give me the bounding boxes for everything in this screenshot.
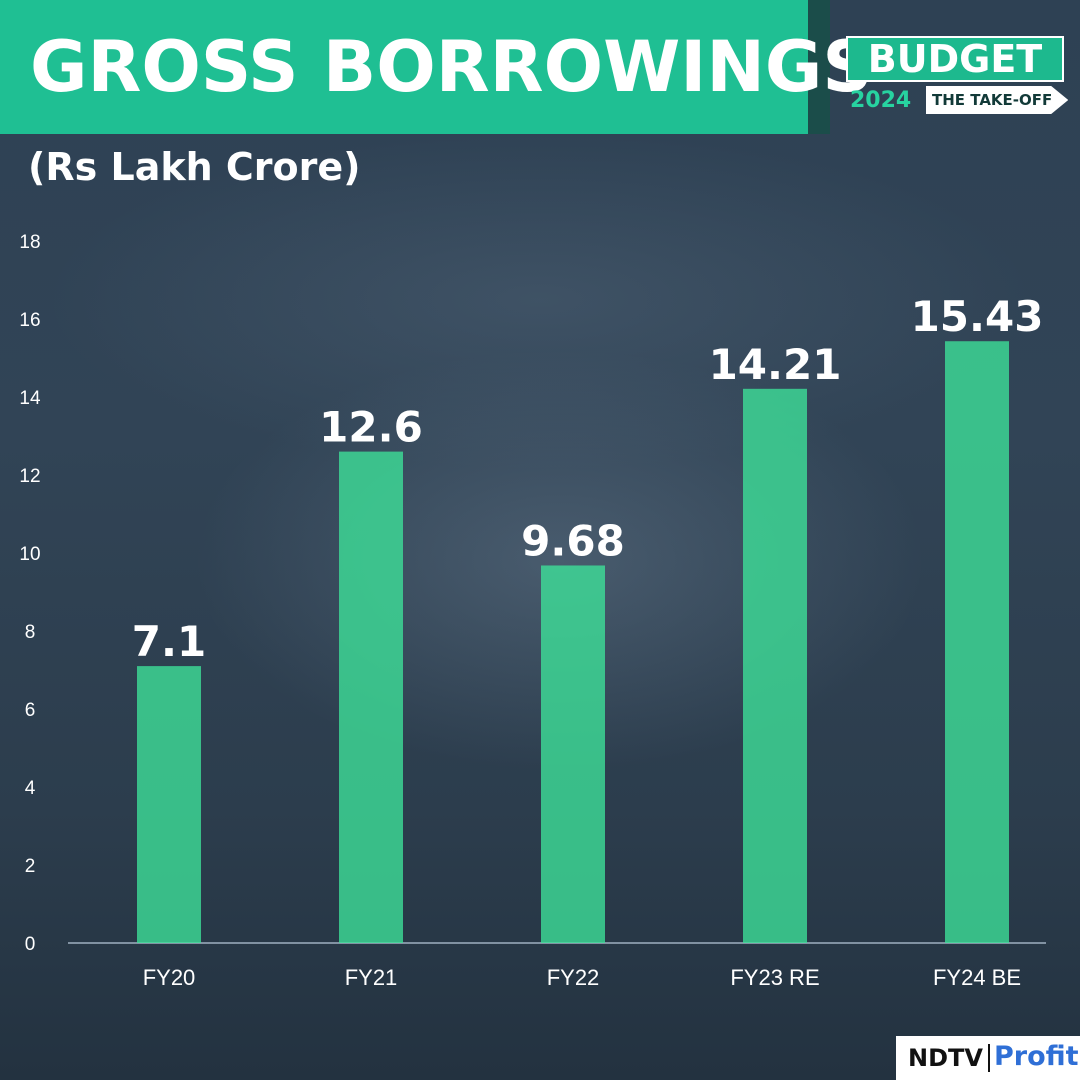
y-tick-label: 14 [19,388,41,409]
x-axis-tick-labels: FY20 FY21 FY22 FY23 RE FY24 BE [143,965,1021,990]
x-tick-label: FY20 [143,965,196,990]
data-label: 9.68 [521,516,625,565]
logo-divider [988,1044,990,1072]
badge-tagline: THE TAKE-OFF [926,86,1069,114]
badge-year: 2024 [850,88,912,113]
chart-title: GROSS BORROWINGS [30,26,873,108]
logo-profit-text: Profit [994,1041,1079,1072]
data-label: 14.21 [709,340,842,389]
y-tick-label: 0 [25,934,36,955]
title-banner [0,0,808,134]
x-tick-label: FY22 [547,965,600,990]
y-tick-label: 2 [25,856,36,877]
y-tick-label: 8 [25,622,36,643]
bar-fy22 [541,565,605,943]
y-tick-label: 12 [19,466,40,487]
bar-fy21 [339,451,403,943]
x-tick-label: FY21 [345,965,398,990]
bar-fy20 [137,666,201,943]
data-labels: 7.1 12.6 9.68 14.21 15.43 [132,292,1044,666]
data-label: 12.6 [319,403,423,452]
badge-label: BUDGET [846,36,1064,82]
y-axis-ticks: 0 2 4 6 8 10 12 14 16 18 [19,232,41,955]
data-label: 7.1 [132,617,206,666]
budget-badge: BUDGET 2024 THE TAKE-OFF [846,36,1069,118]
y-tick-label: 16 [19,310,40,331]
bar-fy23-re [743,388,807,943]
y-tick-label: 4 [25,778,36,799]
x-tick-label: FY23 RE [730,965,819,990]
x-tick-label: FY24 BE [933,965,1021,990]
unit-label: (Rs Lakh Crore) [28,145,361,189]
y-tick-label: 10 [19,544,40,565]
y-tick-label: 18 [19,232,40,253]
bar-fy24-be [945,341,1009,944]
ndtv-profit-logo: NDTV Profit [896,1036,1080,1080]
y-tick-label: 6 [25,700,36,721]
data-label: 15.43 [911,292,1044,341]
logo-ndtv-text: NDTV [908,1044,983,1072]
title-banner-edge [808,0,830,134]
bars [137,341,1009,944]
